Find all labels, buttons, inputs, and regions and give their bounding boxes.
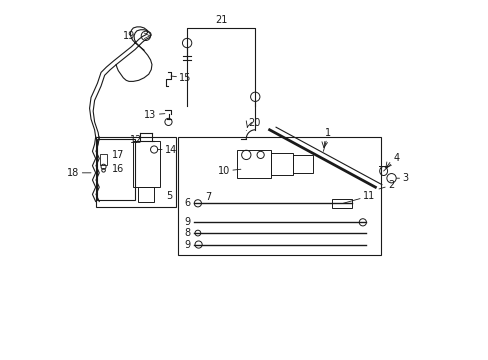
Text: 9: 9 <box>184 217 190 227</box>
Text: 3: 3 <box>396 173 407 183</box>
Text: 4: 4 <box>383 153 399 171</box>
Text: 17: 17 <box>112 150 124 160</box>
Text: 6: 6 <box>184 198 190 208</box>
Text: 18: 18 <box>67 168 91 178</box>
Text: 16: 16 <box>112 164 124 174</box>
Bar <box>97 139 135 200</box>
Bar <box>332 199 351 208</box>
Bar <box>137 187 153 202</box>
Bar <box>132 140 159 187</box>
Bar <box>292 155 312 173</box>
Text: 19: 19 <box>122 31 135 41</box>
Text: 13: 13 <box>144 110 164 120</box>
Text: 20: 20 <box>246 118 260 131</box>
Bar <box>96 137 176 207</box>
Text: 7: 7 <box>204 192 211 202</box>
Text: 9: 9 <box>184 239 190 249</box>
Text: 8: 8 <box>184 228 190 238</box>
Bar <box>178 137 380 255</box>
Text: 5: 5 <box>166 191 172 201</box>
Text: 14: 14 <box>158 144 177 154</box>
Bar <box>237 149 271 178</box>
Text: 12: 12 <box>130 135 142 145</box>
Text: 11: 11 <box>343 191 374 203</box>
Text: 1: 1 <box>323 129 331 151</box>
Text: 10: 10 <box>218 166 241 176</box>
Text: 2: 2 <box>378 180 393 190</box>
Text: 21: 21 <box>215 15 227 26</box>
Bar <box>100 154 106 165</box>
Bar <box>271 153 292 175</box>
Text: 15: 15 <box>171 73 191 83</box>
